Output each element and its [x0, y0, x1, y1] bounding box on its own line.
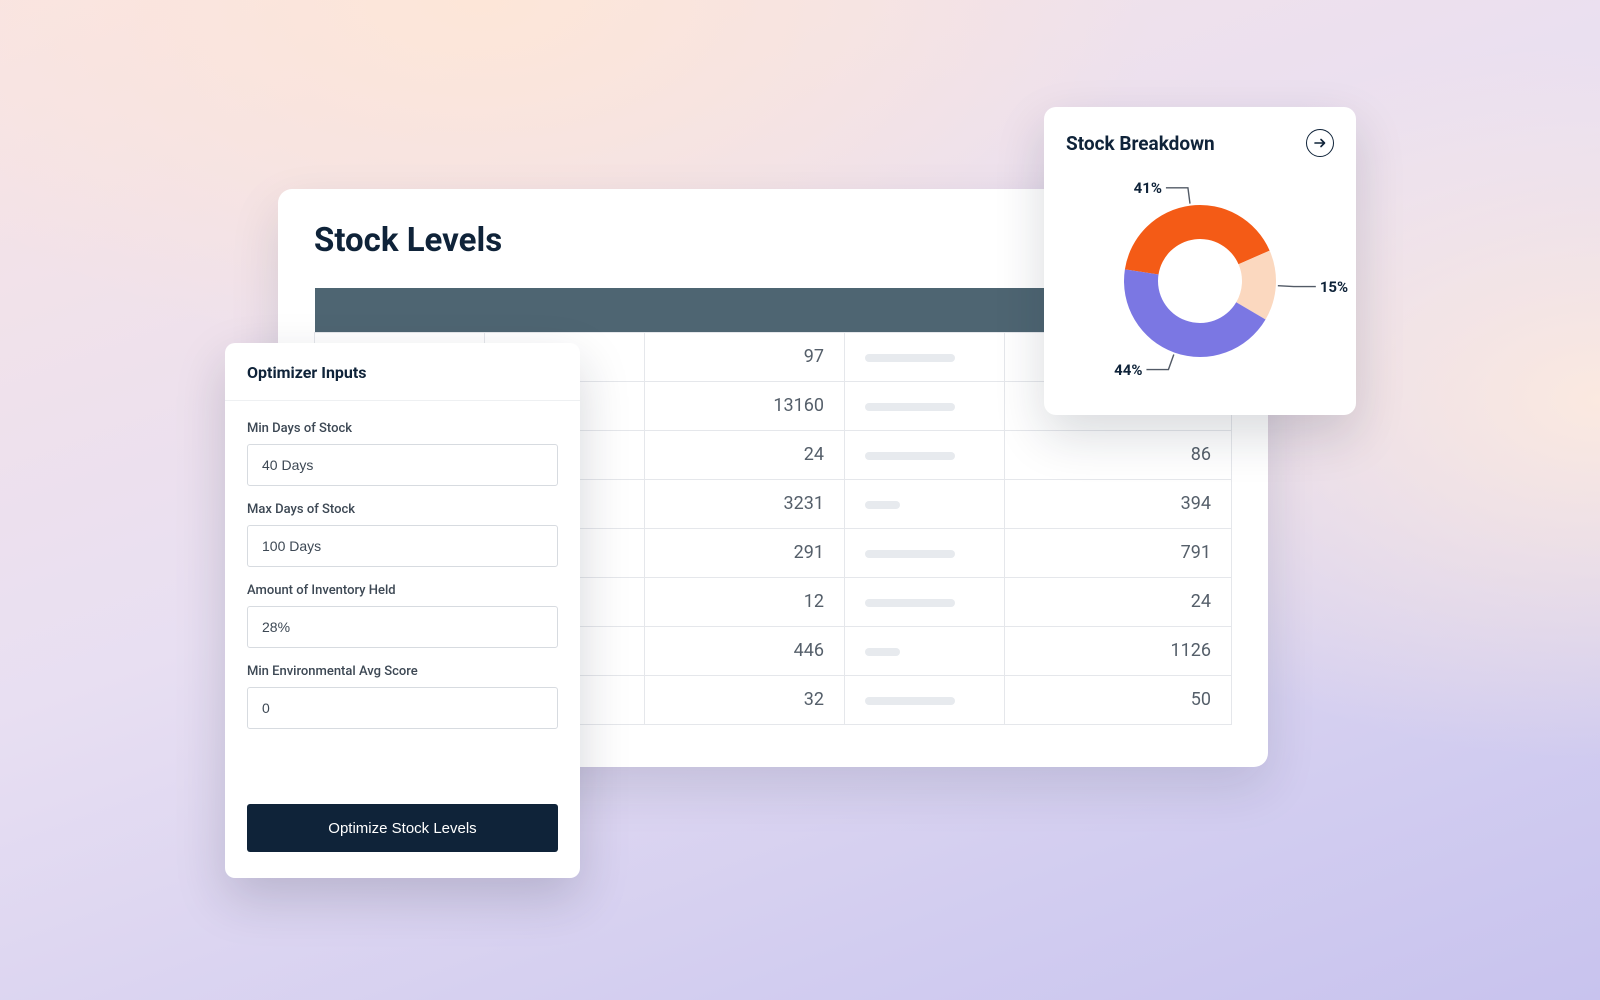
optimizer-body: Min Days of Stock Max Days of Stock Amou…	[225, 401, 580, 804]
placeholder-cell	[845, 675, 1005, 724]
max-days-label: Max Days of Stock	[247, 502, 558, 517]
skeleton-bar	[865, 697, 955, 705]
field-min-days: Min Days of Stock	[247, 421, 558, 486]
min-days-input[interactable]	[247, 444, 558, 486]
skeleton-bar	[865, 354, 955, 362]
leader-line	[1146, 354, 1173, 369]
donut-label: 44%	[1114, 361, 1142, 379]
value-cell: 13160	[645, 381, 845, 430]
field-amount: Amount of Inventory Held	[247, 583, 558, 648]
skeleton-bar	[865, 452, 955, 460]
donut-label: 41%	[1134, 179, 1162, 197]
value-cell: 97	[645, 332, 845, 381]
skeleton-bar	[865, 648, 900, 656]
breakdown-header: Stock Breakdown	[1066, 129, 1334, 157]
breakdown-donut-chart: 41%15%44%	[1066, 169, 1334, 399]
value-cell: 291	[645, 528, 845, 577]
value-cell: 32	[645, 675, 845, 724]
value-cell: 24	[645, 430, 845, 479]
value-cell: 446	[645, 626, 845, 675]
amount-label: Amount of Inventory Held	[247, 583, 558, 598]
placeholder-cell	[845, 479, 1005, 528]
optimizer-footer: Optimize Stock Levels	[225, 804, 580, 878]
skeleton-bar	[865, 501, 900, 509]
breakdown-title: Stock Breakdown	[1066, 132, 1215, 155]
donut-label: 15%	[1320, 278, 1348, 296]
max-days-input[interactable]	[247, 525, 558, 567]
placeholder-cell	[845, 332, 1005, 381]
env-score-label: Min Environmental Avg Score	[247, 664, 558, 679]
placeholder-cell	[845, 381, 1005, 430]
optimizer-header: Optimizer Inputs	[225, 343, 580, 401]
value-cell: 1126	[1005, 626, 1232, 675]
skeleton-bar	[865, 599, 955, 607]
optimize-stock-levels-button[interactable]: Optimize Stock Levels	[247, 804, 558, 852]
env-score-input[interactable]	[247, 687, 558, 729]
skeleton-bar	[865, 403, 955, 411]
optimizer-inputs-card: Optimizer Inputs Min Days of Stock Max D…	[225, 343, 580, 878]
skeleton-bar	[865, 550, 955, 558]
arrow-right-icon	[1313, 136, 1327, 150]
value-cell: 12	[645, 577, 845, 626]
amount-input[interactable]	[247, 606, 558, 648]
leader-line	[1278, 286, 1316, 287]
value-cell: 86	[1005, 430, 1232, 479]
field-max-days: Max Days of Stock	[247, 502, 558, 567]
value-cell: 394	[1005, 479, 1232, 528]
placeholder-cell	[845, 528, 1005, 577]
breakdown-expand-button[interactable]	[1306, 129, 1334, 157]
optimizer-title: Optimizer Inputs	[247, 363, 558, 382]
placeholder-cell	[845, 626, 1005, 675]
placeholder-cell	[845, 430, 1005, 479]
value-cell: 3231	[645, 479, 845, 528]
field-env-score: Min Environmental Avg Score	[247, 664, 558, 729]
leader-line	[1166, 188, 1190, 204]
value-cell: 791	[1005, 528, 1232, 577]
value-cell: 24	[1005, 577, 1232, 626]
stock-breakdown-card: Stock Breakdown 41%15%44%	[1044, 107, 1356, 415]
value-cell: 50	[1005, 675, 1232, 724]
min-days-label: Min Days of Stock	[247, 421, 558, 436]
placeholder-cell	[845, 577, 1005, 626]
